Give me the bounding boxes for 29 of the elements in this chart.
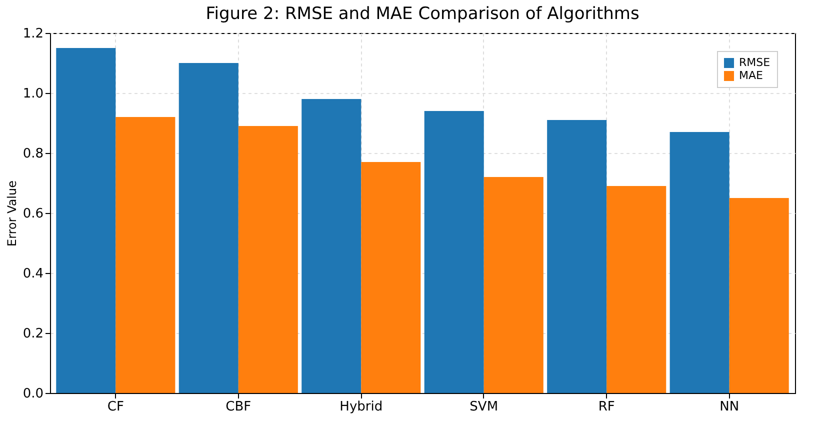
- y-axis-title: Error Value: [4, 180, 19, 247]
- legend-label: MAE: [739, 69, 764, 82]
- bar: [116, 117, 176, 393]
- x-tick-label: CBF: [226, 400, 252, 414]
- x-tick-label: NN: [720, 400, 740, 414]
- bar: [606, 186, 666, 393]
- bar: [178, 63, 238, 393]
- bar: [729, 198, 789, 393]
- bar: [302, 99, 362, 393]
- y-tick-label: 0.6: [22, 206, 44, 222]
- legend-label: RMSE: [739, 56, 770, 69]
- y-tick-label: 0.2: [22, 326, 44, 342]
- bar: [361, 162, 421, 393]
- bar: [56, 48, 116, 393]
- y-tick-label: 1.2: [22, 26, 44, 42]
- chart-title: Figure 2: RMSE and MAE Comparison of Algorithms: [206, 4, 640, 24]
- y-tick-label: 0.0: [22, 386, 44, 402]
- bar: [238, 126, 298, 393]
- x-tick-label: CF: [107, 400, 124, 414]
- bar: [484, 177, 544, 393]
- y-tick-label: 1.0: [22, 86, 44, 102]
- bar: [670, 132, 730, 393]
- bar: [424, 111, 484, 393]
- x-tick-label: SVM: [470, 400, 498, 414]
- y-tick-label: 0.8: [22, 146, 44, 162]
- x-tick-label: RF: [598, 400, 615, 414]
- x-tick-label: Hybrid: [340, 400, 383, 414]
- y-tick-label: 0.4: [22, 266, 44, 282]
- bar: [547, 120, 607, 393]
